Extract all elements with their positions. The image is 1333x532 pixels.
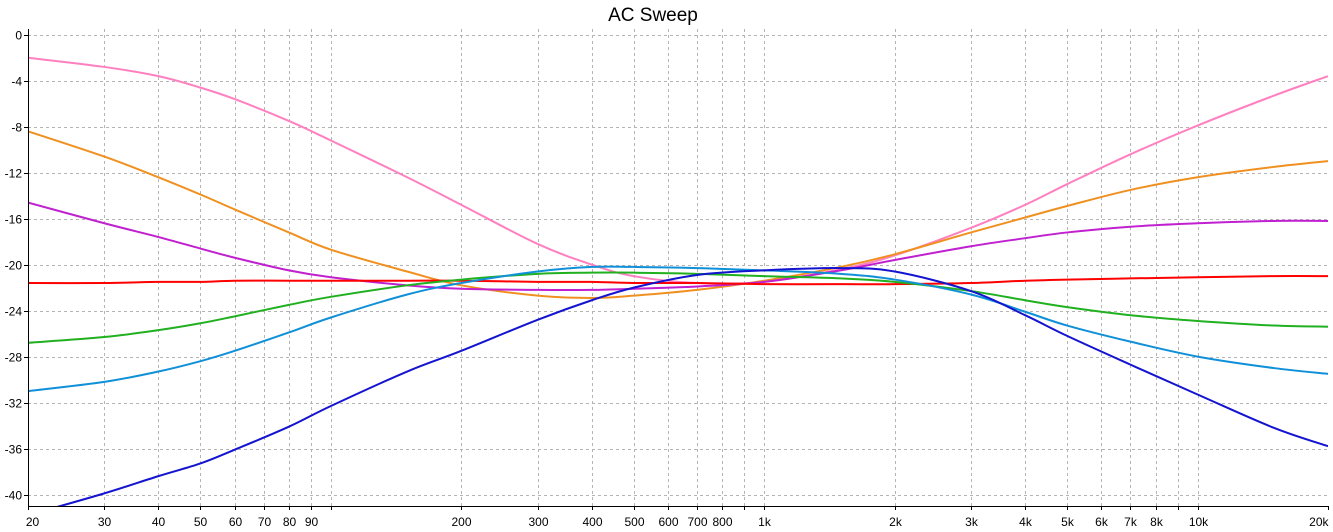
x-tick-label: 5k [1061,515,1075,529]
y-tick-label: -32 [5,397,23,411]
series-line-2 [28,130,1328,299]
x-tick-label: 7k [1124,515,1138,529]
y-tick-label: -28 [5,351,23,365]
y-tick-label: -8 [11,121,22,135]
x-tick-label: 4k [1019,515,1033,529]
x-tick-label: 1k [758,515,772,529]
x-tick-label: 40 [152,515,166,529]
x-tick-labels: 20 30 40 50 60 70 80 90 200 300 400 500 600 700 800 1k 2… [26,515,1330,529]
x-tick-label: 80 [283,515,297,529]
x-tick-label: 700 [687,515,707,529]
series-line-3 [28,201,1328,292]
y-tick-label: 0 [15,29,22,43]
series-line-5 [28,271,1328,344]
chart-title: AC Sweep [608,5,698,26]
axes [24,29,1329,510]
x-tick-label: 6k [1095,515,1109,529]
x-tick-label: 300 [528,515,548,529]
x-tick-label: 60 [229,515,243,529]
x-tick-label: 20 [26,515,40,529]
y-tick-label: -36 [5,443,23,457]
x-tick-label: 20k [1309,515,1329,529]
y-tick-label: -12 [5,167,23,181]
y-tick-label: -16 [5,213,23,227]
series-line-7 [56,267,1328,506]
y-tick-labels: 0 -4 -8 -12 -16 -20 -24 -28 -32 -36 -40 [5,29,23,503]
x-tick-label: 3k [965,515,979,529]
x-tick-label: 400 [582,515,602,529]
x-tick-label: 800 [712,515,732,529]
x-tick-label: 30 [98,515,112,529]
x-tick-label: 70 [258,515,272,529]
x-tick-label: 50 [194,515,208,529]
x-tick-label: 10k [1189,515,1209,529]
x-tick-label: 200 [451,515,471,529]
x-tick-label: 600 [658,515,678,529]
y-tick-label: -4 [11,75,22,89]
series-line-6 [28,265,1328,393]
series-group [28,56,1328,506]
grid [28,29,1328,506]
y-tick-label: -20 [5,259,23,273]
y-tick-label: -40 [5,489,23,503]
series-line-4 [28,275,1328,286]
x-tick-label: 90 [305,515,319,529]
series-line-1 [28,56,1328,285]
x-tick-label: 500 [624,515,644,529]
y-tick-label: -24 [5,305,23,319]
x-tick-label: 2k [889,515,903,529]
x-tick-label: 8k [1150,515,1164,529]
